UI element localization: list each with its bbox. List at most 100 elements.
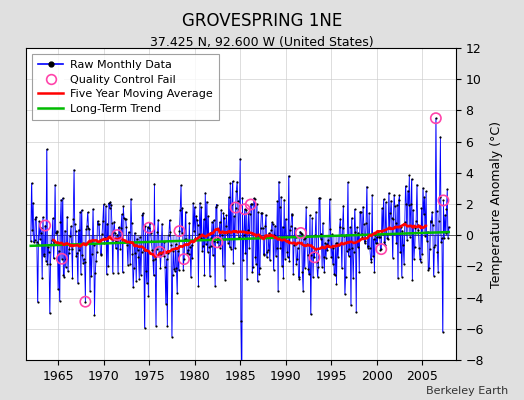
Point <box>156 249 164 255</box>
Point <box>171 241 180 248</box>
Point <box>385 225 394 232</box>
Point <box>104 263 112 270</box>
Point <box>172 265 181 271</box>
Point <box>93 218 102 224</box>
Point <box>42 258 50 264</box>
Point <box>442 230 450 236</box>
Point <box>232 204 240 211</box>
Point <box>388 254 397 261</box>
Point <box>128 251 137 257</box>
Point <box>95 236 104 243</box>
Point <box>309 274 317 280</box>
Point <box>287 223 295 229</box>
Point <box>45 249 53 255</box>
Point <box>346 224 354 231</box>
Point <box>391 220 400 226</box>
Point <box>199 243 207 249</box>
Point <box>29 200 37 206</box>
Point <box>214 234 222 241</box>
Point <box>298 231 306 237</box>
Point <box>425 265 433 272</box>
Point <box>347 215 356 221</box>
Point <box>326 226 335 232</box>
Point <box>77 270 85 277</box>
Point <box>155 250 163 256</box>
Point <box>181 209 190 215</box>
Point <box>40 251 49 258</box>
Point <box>122 223 130 230</box>
Point <box>334 242 343 248</box>
Point <box>315 195 323 202</box>
Point <box>377 246 386 252</box>
Point <box>327 254 335 260</box>
Point <box>259 252 268 258</box>
Point <box>378 231 387 238</box>
Point <box>153 228 161 235</box>
Point <box>226 180 234 186</box>
Text: 37.425 N, 92.600 W (United States): 37.425 N, 92.600 W (United States) <box>150 36 374 49</box>
Point <box>371 232 379 238</box>
Point <box>295 276 303 282</box>
Point <box>62 255 71 262</box>
Point <box>375 233 383 240</box>
Point <box>320 269 329 276</box>
Point <box>330 271 339 278</box>
Point <box>83 222 91 229</box>
Point <box>402 201 410 208</box>
Point <box>421 233 430 239</box>
Point <box>54 286 62 292</box>
Point <box>417 258 425 265</box>
Point <box>439 329 447 335</box>
Point <box>126 261 134 267</box>
Point <box>37 230 46 236</box>
Point <box>166 229 174 235</box>
Point <box>37 225 45 231</box>
Point <box>403 188 412 194</box>
Point <box>134 254 143 260</box>
Point <box>314 264 322 270</box>
Point <box>190 228 198 235</box>
Point <box>35 218 43 225</box>
Point <box>370 269 379 276</box>
Point <box>203 198 211 205</box>
Point <box>251 254 259 260</box>
Point <box>293 245 302 251</box>
Point <box>72 253 81 259</box>
Point <box>73 250 81 256</box>
Point <box>29 239 38 246</box>
Point <box>333 240 342 246</box>
Point <box>138 212 147 219</box>
Point <box>386 209 395 216</box>
Point <box>137 249 146 255</box>
Point <box>240 232 248 238</box>
Point <box>369 253 377 259</box>
Point <box>392 240 400 246</box>
Point <box>296 228 304 235</box>
Point <box>339 225 347 231</box>
Point <box>343 248 351 254</box>
Point <box>298 268 307 275</box>
Point <box>108 220 116 226</box>
Point <box>79 259 88 266</box>
Point <box>152 322 160 329</box>
Point <box>50 239 59 245</box>
Point <box>238 194 247 201</box>
Point <box>86 288 94 294</box>
Point <box>156 249 164 255</box>
Point <box>403 237 411 244</box>
Point <box>300 236 308 242</box>
Point <box>168 272 177 278</box>
Point <box>39 214 47 220</box>
Point <box>312 208 320 215</box>
Point <box>34 241 42 247</box>
Point <box>377 246 386 252</box>
Point <box>368 192 376 198</box>
Point <box>102 271 111 278</box>
Point <box>86 238 95 244</box>
Point <box>173 290 181 297</box>
Point <box>56 218 64 225</box>
Y-axis label: Temperature Anomaly (°C): Temperature Anomaly (°C) <box>489 120 503 288</box>
Point <box>147 238 156 244</box>
Point <box>405 202 413 208</box>
Point <box>84 224 93 231</box>
